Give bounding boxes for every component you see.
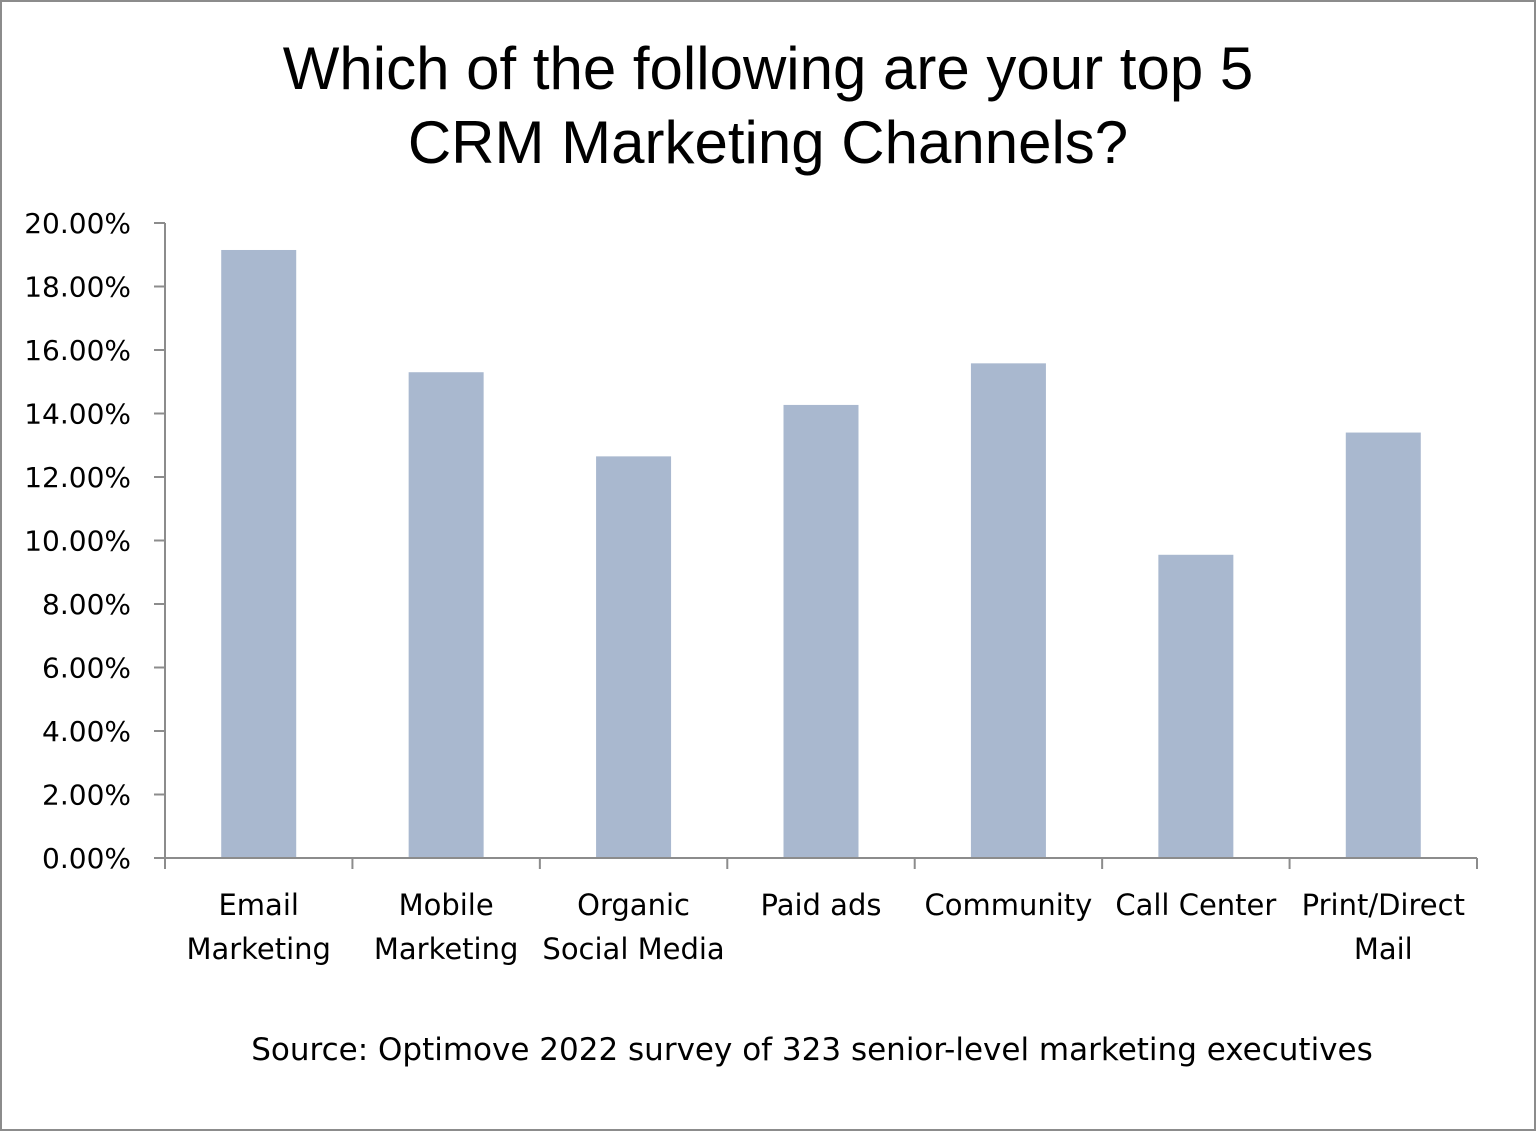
x-tick-label: Email: [218, 888, 298, 922]
bar-6: [1345, 432, 1421, 858]
y-tick-label: 20.00%: [24, 207, 131, 240]
chart-title-line-1: Which of the following are your top 5: [282, 35, 1254, 102]
bar-4: [970, 363, 1046, 858]
y-tick-label: 18.00%: [24, 271, 131, 304]
y-tick-label: 2.00%: [42, 779, 131, 812]
source-note: Source: Optimove 2022 survey of 323 seni…: [251, 1032, 1373, 1068]
bar-3: [783, 404, 859, 858]
bar-0: [221, 249, 297, 859]
x-tick-label: Mobile: [399, 888, 494, 922]
y-tick-label: 8.00%: [42, 588, 131, 621]
x-tick-label: Print/Direct: [1302, 888, 1465, 922]
y-tick-label: 12.00%: [24, 461, 131, 494]
x-tick-label: Marketing: [186, 932, 331, 966]
y-tick-label: 6.00%: [42, 652, 131, 685]
x-tick-label: Call Center: [1115, 888, 1276, 922]
bar-5: [1158, 554, 1234, 858]
bar-1: [408, 372, 484, 858]
chart-title: Which of the following are your top 5 CR…: [0, 32, 1536, 180]
y-tick-label: 4.00%: [42, 715, 131, 748]
y-tick-label: 16.00%: [24, 334, 131, 367]
x-tick-label: Marketing: [374, 932, 519, 966]
chart-title-line-2: CRM Marketing Channels?: [407, 109, 1129, 176]
y-tick-label: 10.00%: [24, 525, 131, 558]
x-tick-label: Paid ads: [761, 888, 882, 922]
x-tick-label: Organic: [577, 888, 690, 922]
x-tick-label: Mail: [1354, 932, 1413, 966]
y-tick-label: 0.00%: [42, 842, 131, 875]
x-tick-label: Community: [925, 888, 1093, 922]
bar-2: [596, 456, 672, 858]
y-tick-label: 14.00%: [24, 398, 131, 431]
x-tick-label: Social Media: [542, 932, 724, 966]
